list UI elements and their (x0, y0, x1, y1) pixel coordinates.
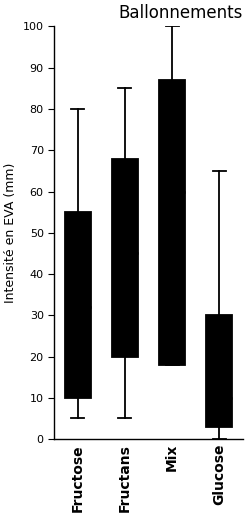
PathPatch shape (65, 212, 91, 398)
Y-axis label: Intensité en EVA (mm): Intensité en EVA (mm) (4, 163, 17, 303)
PathPatch shape (206, 315, 232, 427)
Text: Ballonnements: Ballonnements (119, 4, 243, 22)
PathPatch shape (112, 158, 138, 357)
PathPatch shape (159, 80, 185, 365)
